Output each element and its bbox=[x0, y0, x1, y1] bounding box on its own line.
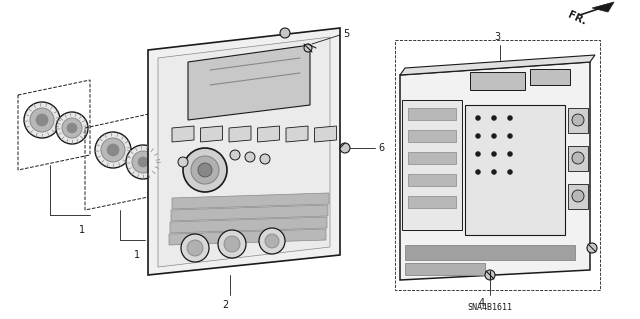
Polygon shape bbox=[408, 196, 456, 208]
Circle shape bbox=[187, 240, 203, 256]
Polygon shape bbox=[158, 37, 330, 267]
Circle shape bbox=[259, 228, 285, 254]
Circle shape bbox=[67, 123, 77, 133]
Circle shape bbox=[138, 157, 148, 167]
Polygon shape bbox=[408, 152, 456, 164]
Polygon shape bbox=[188, 45, 310, 120]
Text: 5: 5 bbox=[343, 29, 349, 39]
Circle shape bbox=[178, 157, 188, 167]
Polygon shape bbox=[169, 229, 326, 245]
Circle shape bbox=[95, 132, 131, 168]
Circle shape bbox=[30, 108, 54, 132]
Circle shape bbox=[183, 148, 227, 192]
Circle shape bbox=[224, 236, 240, 252]
Circle shape bbox=[476, 133, 481, 138]
Text: FR.: FR. bbox=[566, 9, 588, 26]
Polygon shape bbox=[170, 217, 327, 233]
Polygon shape bbox=[465, 105, 565, 235]
Polygon shape bbox=[148, 28, 340, 275]
Polygon shape bbox=[405, 263, 485, 275]
Circle shape bbox=[508, 169, 513, 174]
Text: 1: 1 bbox=[79, 225, 85, 235]
Circle shape bbox=[36, 114, 48, 126]
Circle shape bbox=[245, 152, 255, 162]
Polygon shape bbox=[314, 126, 337, 142]
Circle shape bbox=[280, 28, 290, 38]
Circle shape bbox=[198, 163, 212, 177]
Circle shape bbox=[107, 144, 119, 156]
Text: 6: 6 bbox=[378, 143, 384, 153]
Circle shape bbox=[492, 152, 497, 157]
Polygon shape bbox=[470, 72, 525, 90]
Polygon shape bbox=[171, 205, 328, 221]
Circle shape bbox=[218, 230, 246, 258]
Polygon shape bbox=[172, 126, 194, 142]
Circle shape bbox=[485, 270, 495, 280]
Circle shape bbox=[260, 154, 270, 164]
Polygon shape bbox=[400, 55, 595, 75]
Circle shape bbox=[508, 133, 513, 138]
Polygon shape bbox=[568, 108, 588, 133]
Text: 3: 3 bbox=[494, 32, 500, 42]
Polygon shape bbox=[257, 126, 280, 142]
Polygon shape bbox=[400, 62, 590, 280]
Polygon shape bbox=[405, 245, 575, 260]
Circle shape bbox=[181, 234, 209, 262]
Polygon shape bbox=[568, 184, 588, 209]
Polygon shape bbox=[530, 69, 570, 85]
Polygon shape bbox=[402, 100, 462, 230]
Text: 1: 1 bbox=[134, 250, 140, 260]
Text: 4: 4 bbox=[479, 298, 485, 308]
Circle shape bbox=[572, 114, 584, 126]
Circle shape bbox=[492, 133, 497, 138]
Circle shape bbox=[476, 169, 481, 174]
Polygon shape bbox=[200, 126, 223, 142]
Circle shape bbox=[132, 151, 154, 173]
Polygon shape bbox=[568, 146, 588, 171]
Circle shape bbox=[230, 150, 240, 160]
Circle shape bbox=[126, 145, 160, 179]
Circle shape bbox=[340, 143, 350, 153]
Text: SNA4B1611: SNA4B1611 bbox=[467, 303, 513, 313]
Circle shape bbox=[265, 234, 279, 248]
Circle shape bbox=[572, 190, 584, 202]
Circle shape bbox=[572, 152, 584, 164]
Circle shape bbox=[304, 44, 312, 52]
Circle shape bbox=[508, 152, 513, 157]
Circle shape bbox=[476, 115, 481, 121]
Polygon shape bbox=[229, 126, 251, 142]
Polygon shape bbox=[172, 193, 329, 209]
Circle shape bbox=[476, 152, 481, 157]
Circle shape bbox=[508, 115, 513, 121]
Circle shape bbox=[24, 102, 60, 138]
Text: 2: 2 bbox=[222, 300, 228, 310]
Polygon shape bbox=[286, 126, 308, 142]
Circle shape bbox=[587, 243, 597, 253]
Polygon shape bbox=[408, 130, 456, 142]
Polygon shape bbox=[408, 108, 456, 120]
Circle shape bbox=[62, 118, 82, 138]
Circle shape bbox=[492, 115, 497, 121]
Circle shape bbox=[191, 156, 219, 184]
Circle shape bbox=[492, 169, 497, 174]
Polygon shape bbox=[592, 2, 614, 12]
Circle shape bbox=[56, 112, 88, 144]
Circle shape bbox=[101, 138, 125, 162]
Polygon shape bbox=[408, 174, 456, 186]
